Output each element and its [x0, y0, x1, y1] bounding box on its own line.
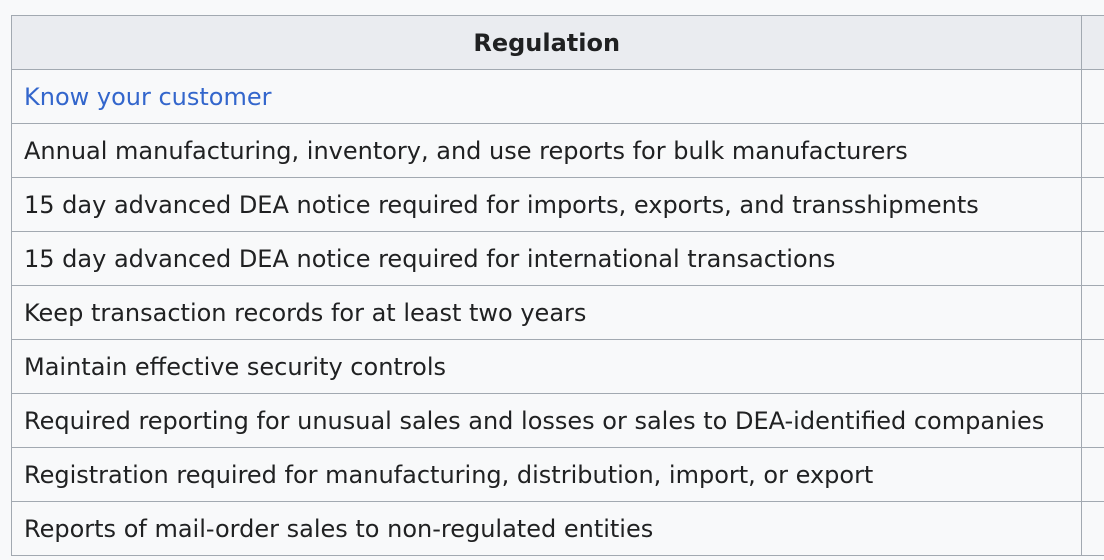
table-cell-extra — [1081, 447, 1104, 502]
table-cell: Reports of mail-order sales to non-regul… — [10, 501, 1083, 556]
table-cell: Required reporting for unusual sales and… — [10, 393, 1083, 448]
table-row: Reports of mail-order sales to non-regul… — [10, 501, 1104, 556]
table-row: Maintain effective security controls — [10, 339, 1104, 394]
table-row: 15 day advanced DEA notice required for … — [10, 177, 1104, 232]
table-row: Annual manufacturing, inventory, and use… — [10, 123, 1104, 178]
table-cell: Keep transaction records for at least tw… — [10, 285, 1083, 340]
table-cell-extra — [1081, 339, 1104, 394]
table-header-row: Regulation — [10, 15, 1104, 70]
header-regulation[interactable]: Regulation — [10, 15, 1083, 70]
table-row: Keep transaction records for at least tw… — [10, 285, 1104, 340]
header-next-column — [1081, 15, 1104, 70]
table-row: 15 day advanced DEA notice required for … — [10, 231, 1104, 286]
table-cell-extra — [1081, 501, 1104, 556]
table-cell: 15 day advanced DEA notice required for … — [10, 177, 1083, 232]
table-cell: Annual manufacturing, inventory, and use… — [10, 123, 1083, 178]
table-cell: Registration required for manufacturing,… — [10, 447, 1083, 502]
table-row: Know your customer — [10, 69, 1104, 124]
table-row: Registration required for manufacturing,… — [10, 447, 1104, 502]
table-cell-extra — [1081, 177, 1104, 232]
know-your-customer-link[interactable]: Know your customer — [24, 82, 272, 111]
table-cell-extra — [1081, 69, 1104, 124]
regulation-table: Regulation Know your customer Annual man… — [10, 15, 1104, 556]
table-cell: Know your customer — [10, 69, 1083, 124]
table-cell-extra — [1081, 123, 1104, 178]
table-cell-extra — [1081, 285, 1104, 340]
table-cell-extra — [1081, 393, 1104, 448]
table-cell: 15 day advanced DEA notice required for … — [10, 231, 1083, 286]
table-cell: Maintain effective security controls — [10, 339, 1083, 394]
table-cell-extra — [1081, 231, 1104, 286]
table-row: Required reporting for unusual sales and… — [10, 393, 1104, 448]
